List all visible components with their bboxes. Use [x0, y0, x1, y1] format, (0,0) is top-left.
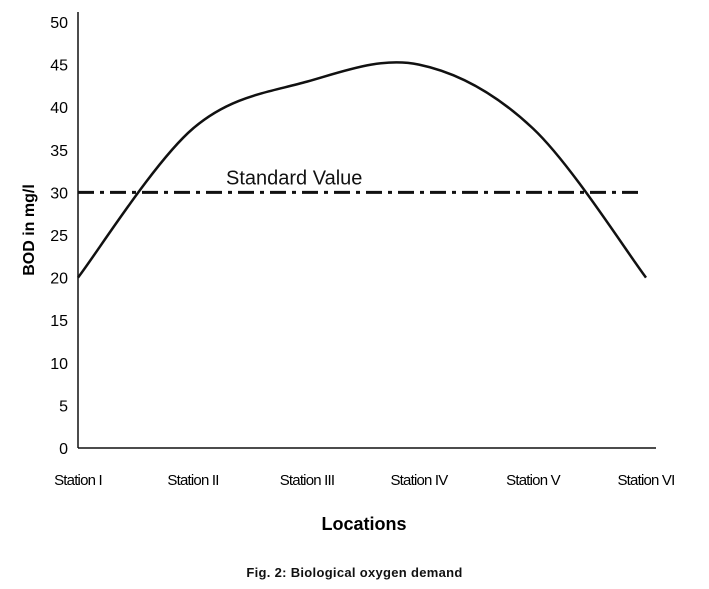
x-tick-label: Station V — [506, 472, 560, 489]
y-tick-label: 25 — [50, 228, 68, 245]
y-tick-label: 35 — [50, 143, 68, 160]
y-tick-label: 5 — [59, 398, 68, 415]
x-tick-label: Station IV — [390, 472, 448, 489]
y-tick-label: 30 — [50, 185, 68, 202]
y-axis-label: BOD in mg/l — [21, 184, 38, 276]
x-tick-labels: Station I Station II Station III Station IV… — [54, 472, 675, 489]
standard-value-label: Standard Value — [226, 167, 362, 189]
y-tick-label: 20 — [50, 271, 68, 288]
x-tick-label: Station III — [280, 472, 335, 489]
x-tick-label: Station VI — [617, 472, 674, 489]
bod-series-line — [77, 61, 647, 279]
x-tick-label: Station I — [54, 472, 102, 489]
y-tick-label: 45 — [50, 58, 68, 75]
x-tick-label: Station II — [167, 472, 218, 489]
y-tick-label: 50 — [50, 15, 68, 32]
y-tick-label: 0 — [59, 441, 68, 458]
y-tick-labels: 0 5 10 15 20 25 30 35 40 45 50 — [50, 15, 68, 458]
x-axis-label: Locations — [321, 514, 406, 534]
y-tick-label: 40 — [50, 100, 68, 117]
figure-caption: Fig. 2: Biological oxygen demand — [246, 565, 463, 580]
y-tick-label: 10 — [50, 356, 68, 373]
y-tick-label: 15 — [50, 313, 68, 330]
